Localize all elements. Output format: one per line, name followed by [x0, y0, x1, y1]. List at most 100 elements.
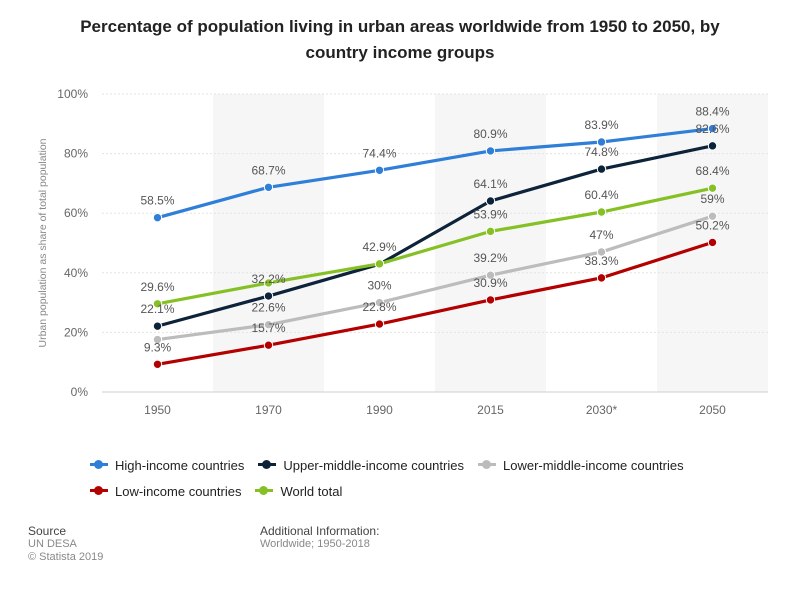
series-line: [155, 214, 715, 342]
data-point: [485, 196, 496, 206]
legend-marker-icon: [477, 460, 496, 470]
legend-item[interactable]: Low-income countries: [90, 484, 241, 499]
data-point: [596, 207, 607, 217]
data-point: [596, 247, 607, 257]
legend-marker-icon: [90, 486, 108, 496]
series-line: [155, 240, 715, 366]
y-tick-label: 0%: [71, 385, 89, 399]
data-point: [152, 359, 163, 369]
data-label: 22.6%: [251, 301, 285, 315]
data-point: [485, 146, 496, 156]
data-label: 88.4%: [695, 105, 729, 119]
additional-info-text: Worldwide; 1950-2018: [260, 538, 370, 550]
y-tick-label: 20%: [64, 325, 88, 339]
legend-marker-icon: [258, 460, 277, 470]
data-point: [707, 237, 718, 248]
data-label: 38.3%: [584, 254, 618, 268]
series-line: [155, 186, 715, 306]
data-label: 83.9%: [584, 118, 618, 132]
y-tick-label: 60%: [64, 206, 88, 220]
data-label: 80.9%: [473, 127, 507, 141]
data-point: [374, 319, 385, 329]
legend-row: Low-income countries World total: [90, 478, 770, 504]
data-label: 22.1%: [140, 302, 174, 316]
data-label: 29.6%: [140, 280, 174, 294]
data-label: 30.9%: [473, 276, 507, 290]
legend-row: High-income countries Upper-middle-income…: [90, 452, 770, 478]
data-label: 53.9%: [473, 207, 507, 221]
data-label: 47%: [589, 228, 613, 242]
data-point: [485, 226, 496, 237]
data-point: [707, 141, 718, 151]
data-point: [707, 123, 718, 134]
legend-label: World total: [280, 483, 343, 499]
data-label: 64.1%: [473, 177, 507, 191]
legend-label: High-income countries: [115, 457, 245, 473]
data-label: 32.2%: [251, 272, 285, 286]
data-label: 59%: [700, 192, 724, 206]
data-point: [485, 270, 496, 280]
data-label: 39.2%: [473, 251, 507, 265]
data-point: [152, 212, 163, 223]
data-label: 82.6%: [695, 122, 729, 136]
data-label: 74.4%: [362, 146, 396, 160]
source-footer: Source UN DESA © Statista 2019: [28, 525, 103, 564]
legend-marker-icon: [255, 486, 274, 496]
x-tick-label: 1970: [255, 403, 282, 417]
data-point: [374, 297, 385, 308]
data-label: 60.4%: [584, 188, 618, 202]
data-point: [707, 211, 718, 221]
x-tick-label: 1990: [366, 403, 393, 417]
data-point: [152, 321, 163, 331]
legend-item[interactable]: Lower-middle-income countries: [477, 457, 684, 473]
legend-label: Low-income countries: [115, 483, 242, 499]
legend-label: Lower-middle-income countries: [502, 457, 684, 473]
y-axis-title: Urban population as share of total popul…: [37, 138, 49, 347]
data-point: [374, 259, 385, 269]
additional-info: Additional Information: Worldwide; 1950-…: [260, 525, 379, 551]
additional-info-heading: Additional Information:: [260, 524, 380, 538]
series-line: [155, 144, 715, 328]
data-label: 42.9%: [362, 240, 396, 254]
data-point: [263, 291, 274, 301]
chart-title-line-2: country income groups: [305, 43, 495, 62]
data-label: 9.3%: [144, 340, 172, 354]
x-tick-label: 2030*: [586, 403, 618, 417]
data-point: [263, 278, 274, 288]
data-label: 30%: [367, 279, 391, 293]
data-label: 74.8%: [584, 145, 618, 159]
data-label: 68.4%: [695, 164, 729, 178]
data-label: 68.7%: [251, 163, 285, 177]
x-tick-label: 2015: [477, 403, 504, 417]
data-point: [263, 182, 274, 192]
series-line: [155, 126, 715, 220]
legend-item[interactable]: High-income countries: [90, 458, 244, 473]
data-point: [374, 165, 385, 175]
x-tick-label: 2050: [699, 403, 726, 417]
chart-title-line-1: Percentage of population living in urban…: [80, 17, 720, 36]
y-tick-label: 80%: [64, 147, 88, 161]
data-label: 22.8%: [362, 300, 396, 314]
data-point: [707, 183, 718, 193]
data-point: [152, 334, 163, 345]
source-link[interactable]: UN DESA: [28, 538, 77, 550]
legend-item[interactable]: World total: [255, 484, 342, 499]
data-point: [596, 164, 607, 174]
legend-marker-icon: [90, 460, 108, 470]
y-tick-label: 40%: [64, 266, 88, 280]
chart-legend: High-income countries Upper-middle-income…: [90, 452, 770, 504]
data-point: [152, 299, 163, 309]
data-point: [596, 137, 607, 147]
source-heading: Source: [28, 524, 67, 538]
y-tick-label: 100%: [57, 87, 88, 101]
data-point: [263, 319, 274, 330]
data-point: [263, 340, 274, 350]
data-label: 15.7%: [251, 321, 285, 335]
x-tick-label: 1950: [144, 403, 171, 417]
copyright-text: © Statista 2019: [28, 551, 104, 563]
legend-item[interactable]: Upper-middle-income countries: [258, 458, 464, 473]
chart-title: Percentage of population living in urban…: [0, 14, 800, 66]
data-point: [596, 273, 607, 283]
legend-label: Upper-middle-income countries: [283, 457, 464, 473]
